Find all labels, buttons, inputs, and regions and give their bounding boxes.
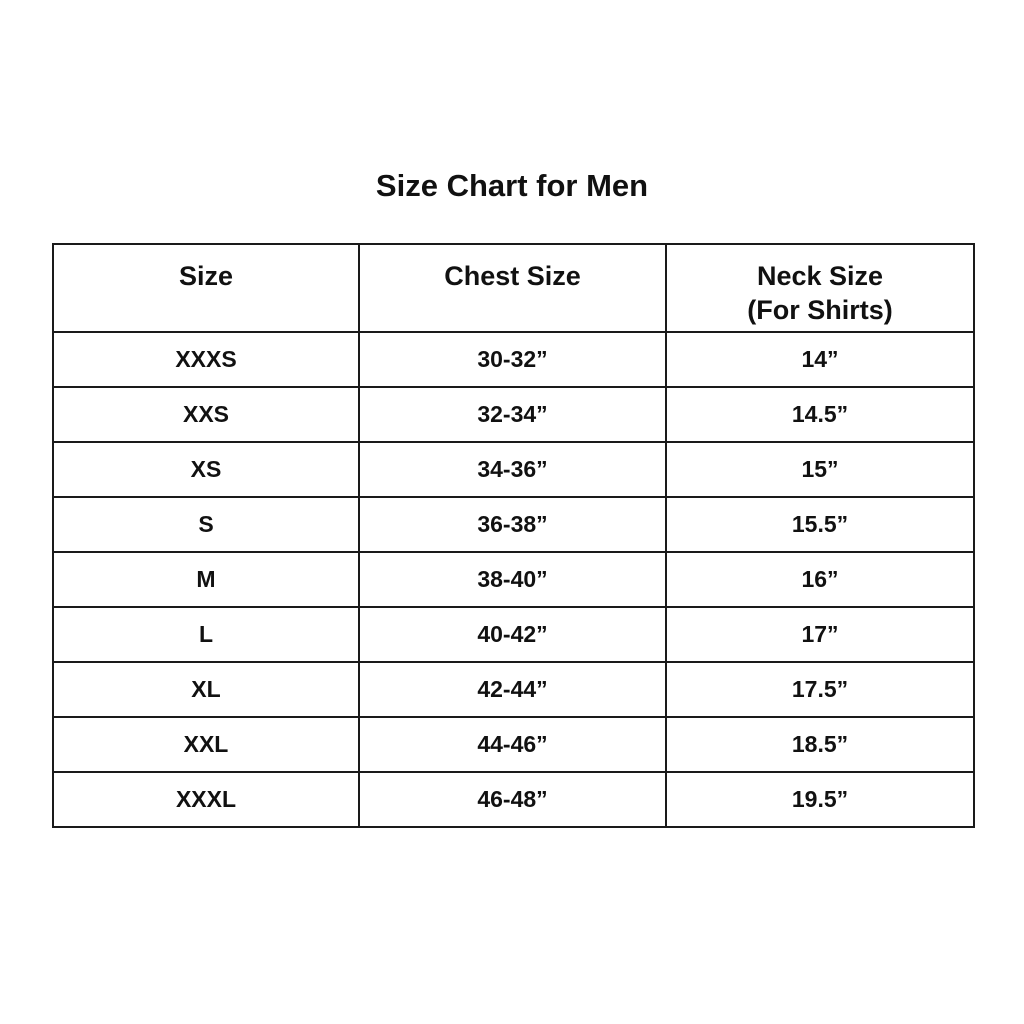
cell-neck-size: 16” — [665, 551, 975, 608]
table-row: XXS 32-34” 14.5” — [52, 386, 975, 443]
table-row: L 40-42” 17” — [52, 606, 975, 663]
cell-size: XXL — [52, 716, 360, 773]
header-chest-size: Chest Size — [358, 243, 667, 333]
table-row: S 36-38” 15.5” — [52, 496, 975, 553]
cell-chest-size: 44-46” — [358, 716, 667, 773]
cell-size: XXXS — [52, 331, 360, 388]
header-label: Chest Size — [444, 261, 581, 291]
cell-chest-size: 46-48” — [358, 771, 667, 828]
header-neck-size: Neck Size (For Shirts) — [665, 243, 975, 333]
header-label: Neck Size — [756, 261, 884, 291]
table-row: M 38-40” 16” — [52, 551, 975, 608]
cell-size: XXXL — [52, 771, 360, 828]
cell-size: XS — [52, 441, 360, 498]
cell-chest-size: 42-44” — [358, 661, 667, 718]
cell-neck-size: 17.5” — [665, 661, 975, 718]
cell-chest-size: 30-32” — [358, 331, 667, 388]
cell-neck-size: 17” — [665, 606, 975, 663]
cell-neck-size: 15.5” — [665, 496, 975, 553]
cell-size: XL — [52, 661, 360, 718]
cell-neck-size: 19.5” — [665, 771, 975, 828]
table-row: XL 42-44” 17.5” — [52, 661, 975, 718]
cell-size: XXS — [52, 386, 360, 443]
header-row: Size Chest Size Neck Size (For Shirts) — [52, 243, 975, 333]
page-title: Size Chart for Men — [375, 168, 649, 203]
cell-size: M — [52, 551, 360, 608]
cell-chest-size: 38-40” — [358, 551, 667, 608]
header-label: Size — [178, 261, 234, 291]
cell-size: L — [52, 606, 360, 663]
cell-neck-size: 18.5” — [665, 716, 975, 773]
header-size: Size — [52, 243, 360, 333]
cell-neck-size: 15” — [665, 441, 975, 498]
cell-chest-size: 34-36” — [358, 441, 667, 498]
cell-neck-size: 14” — [665, 331, 975, 388]
cell-chest-size: 36-38” — [358, 496, 667, 553]
size-chart-table: Size Chest Size Neck Size (For Shirts) XX… — [52, 243, 975, 828]
table-row: XXXS 30-32” 14” — [52, 331, 975, 388]
table-row: XS 34-36” 15” — [52, 441, 975, 498]
table-row: XXXL 46-48” 19.5” — [52, 771, 975, 828]
cell-size: S — [52, 496, 360, 553]
table-row: XXL 44-46” 18.5” — [52, 716, 975, 773]
cell-chest-size: 32-34” — [358, 386, 667, 443]
cell-chest-size: 40-42” — [358, 606, 667, 663]
cell-neck-size: 14.5” — [665, 386, 975, 443]
header-sublabel: (For Shirts) — [747, 295, 893, 325]
